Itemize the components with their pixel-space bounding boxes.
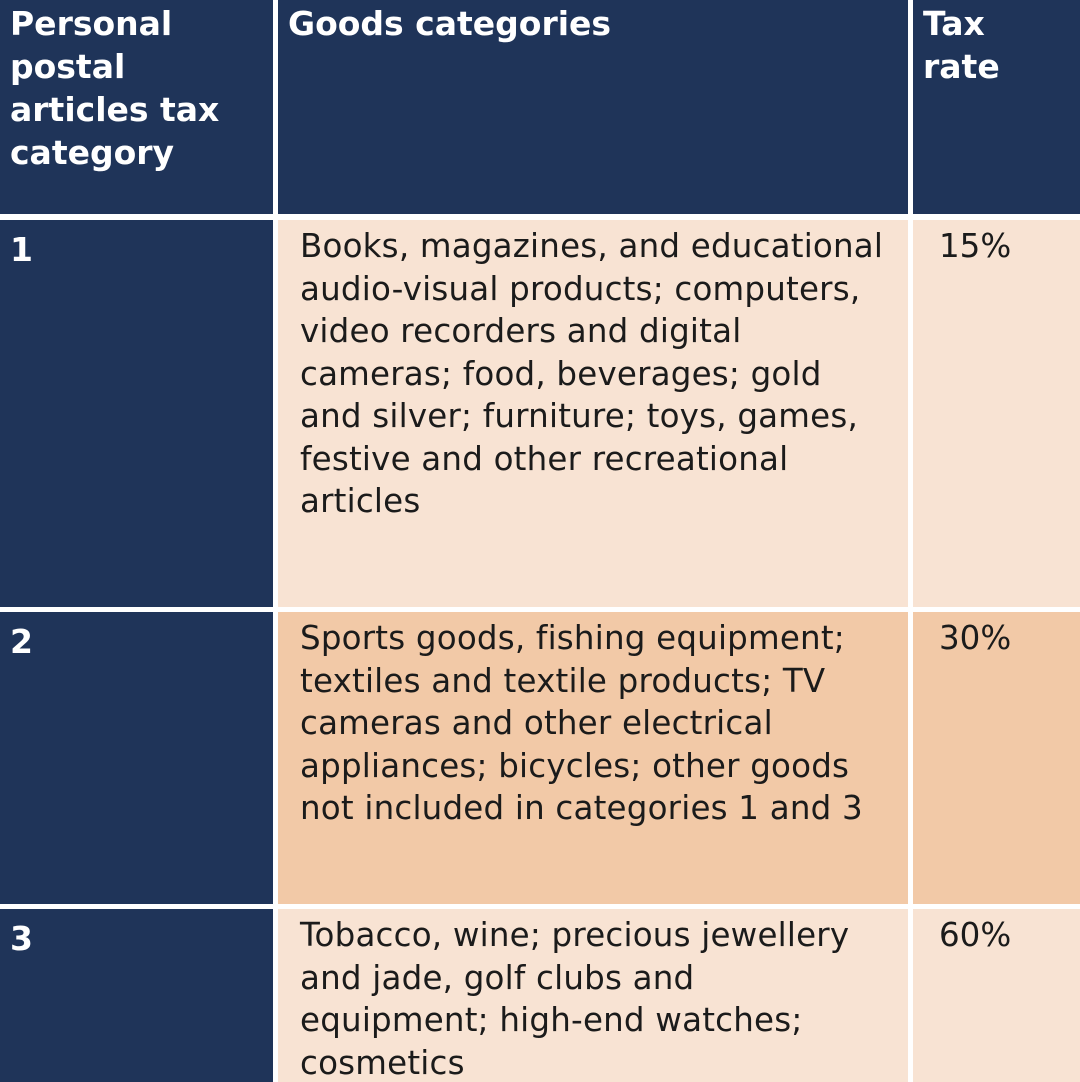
row-2-category-value: 2 <box>10 622 33 661</box>
row-3-goods-text: Tobacco, wine; precious jewellery and ja… <box>300 916 850 1082</box>
row-2-rate: 30% <box>913 612 1080 904</box>
header-tax-category: Personal postal articles tax category <box>0 0 273 214</box>
row-1-category: 1 <box>0 220 273 607</box>
row-2-rate-value: 30% <box>939 619 1012 657</box>
row-2-category: 2 <box>0 612 273 904</box>
header-tax-rate: Tax rate <box>913 0 1080 214</box>
header-tax-category-label: Personal postal articles tax category <box>10 4 220 172</box>
row-3-rate-value: 60% <box>939 916 1012 954</box>
row-1-goods: Books, magazines, and educational audio-… <box>278 220 908 607</box>
row-1-category-value: 1 <box>10 230 33 269</box>
row-1-goods-text: Books, magazines, and educational audio-… <box>300 227 884 520</box>
row-3-category-value: 3 <box>10 919 33 958</box>
row-1-rate-value: 15% <box>939 227 1012 265</box>
header-goods-categories-label: Goods categories <box>288 4 612 43</box>
header-goods-categories: Goods categories <box>278 0 908 214</box>
row-3-rate: 60% <box>913 909 1080 1082</box>
row-3-goods: Tobacco, wine; precious jewellery and ja… <box>278 909 908 1082</box>
row-3-category: 3 <box>0 909 273 1082</box>
row-1-rate: 15% <box>913 220 1080 607</box>
row-2-goods-text: Sports goods, fishing equipment; textile… <box>300 619 863 827</box>
header-tax-rate-label: Tax rate <box>923 4 1000 86</box>
row-2-goods: Sports goods, fishing equipment; textile… <box>278 612 908 904</box>
